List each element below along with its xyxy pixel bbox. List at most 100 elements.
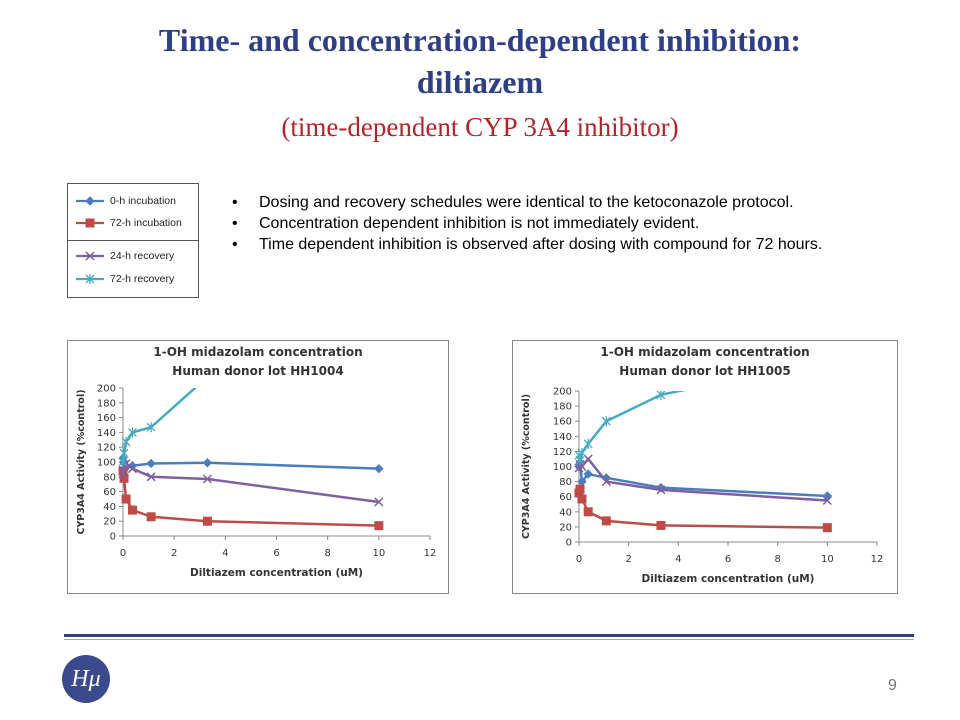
- y-tick-label: 140: [97, 428, 116, 439]
- x-tick-label: 8: [324, 548, 330, 559]
- data-point: [575, 455, 585, 466]
- data-point: [601, 477, 611, 487]
- y-tick-label: 0: [110, 532, 116, 543]
- marker-stroke: [375, 341, 383, 348]
- series-line-72-h-incubation: [121, 470, 379, 527]
- legend-marker-star: [85, 274, 95, 284]
- y-tick-label: 100: [553, 462, 572, 473]
- data-point: [577, 447, 587, 458]
- marker-stroke: [146, 472, 156, 482]
- bullet-text: Dosing and recovery schedules were ident…: [259, 194, 794, 211]
- x-tick-label: 2: [625, 554, 631, 565]
- chart-hh1004: 1-OH midazolam concentration Human donor …: [67, 340, 449, 594]
- y-tick-label: 160: [553, 417, 572, 428]
- marker-stroke: [202, 474, 212, 484]
- data-point: [656, 485, 666, 495]
- y-tick-label: 160: [97, 413, 116, 424]
- data-point: [577, 494, 587, 504]
- x-tick-label: 12: [871, 554, 884, 565]
- data-point: [146, 472, 156, 482]
- y-tick-label: 200: [97, 384, 116, 395]
- legend-label-0h-incubation: 0-h incubation: [110, 195, 176, 207]
- data-point: [575, 484, 585, 494]
- data-point: [601, 516, 611, 526]
- legend-label-72h-recovery: 72-h recovery: [110, 273, 175, 285]
- slide-subtitle: (time-dependent CYP 3A4 inhibitor): [281, 112, 679, 142]
- data-point: [146, 422, 156, 433]
- x-axis-label: Diltiazem concentration (uM): [642, 573, 815, 585]
- y-axis-label: CYP3A4 Activity (%control): [521, 394, 532, 539]
- x-tick-label: 10: [821, 554, 834, 565]
- marker-stroke: [823, 357, 831, 365]
- x-tick-label: 0: [120, 548, 126, 559]
- marker-stroke: [127, 464, 137, 474]
- data-point: [374, 463, 384, 474]
- data-point: [656, 391, 666, 400]
- data-point: [127, 505, 137, 515]
- data-point: [374, 497, 384, 507]
- series-line-0-h-incubation: [121, 457, 379, 470]
- slide-title-line2: diltiazem: [416, 64, 544, 100]
- plot-area: [574, 357, 833, 533]
- chart-hh1004-svg: 1-OH midazolam concentration Human donor …: [76, 341, 436, 579]
- data-point: [822, 523, 832, 533]
- marker-stroke: [823, 357, 831, 365]
- marker-stroke: [656, 485, 666, 495]
- data-point: [656, 520, 666, 530]
- data-point: [822, 495, 832, 506]
- data-point: [822, 491, 833, 501]
- chart-title: 1-OH midazolam concentration: [600, 345, 809, 359]
- x-tick-label: 4: [222, 548, 228, 559]
- y-tick-label: 120: [97, 443, 116, 454]
- y-tick-label: 120: [553, 447, 572, 458]
- y-tick-label: 60: [559, 492, 572, 503]
- data-point: [146, 458, 156, 469]
- data-point: [202, 516, 212, 526]
- y-tick-label: 20: [103, 517, 116, 528]
- data-point: [577, 461, 587, 472]
- bullet-dot: •: [232, 194, 238, 211]
- y-tick-label: 140: [553, 432, 572, 443]
- y-tick-label: 80: [559, 477, 572, 488]
- y-tick-label: 200: [553, 387, 572, 398]
- chart-subtitle: Human donor lot HH1005: [619, 364, 790, 378]
- data-point: [119, 448, 129, 459]
- marker-stroke: [577, 461, 587, 472]
- marker-stroke: [583, 454, 593, 464]
- bullet-item: • Time dependent inhibition is observed a…: [232, 234, 932, 255]
- legend-marker-square: [85, 218, 95, 228]
- footer-rule: [64, 634, 914, 637]
- legend-label-72h-incubation: 72-h incubation: [110, 217, 182, 229]
- chart-hh1005-svg: 1-OH midazolam concentration Human donor …: [521, 345, 884, 585]
- marker-stroke: [374, 497, 384, 507]
- y-tick-label: 40: [103, 502, 116, 513]
- data-point: [118, 469, 128, 479]
- bullet-text: Concentration dependent inhibition is no…: [259, 215, 700, 232]
- y-tick-label: 80: [103, 472, 116, 483]
- chart-title: 1-OH midazolam concentration: [153, 345, 362, 359]
- data-point: [583, 438, 593, 449]
- plot-area: [118, 341, 384, 531]
- data-point: [202, 474, 212, 484]
- data-point: [128, 427, 137, 438]
- marker-stroke: [375, 341, 383, 348]
- chart-subtitle: Human donor lot HH1004: [172, 364, 343, 378]
- data-point: [601, 416, 611, 427]
- legend-marker-x: [85, 251, 95, 261]
- bullet-item: • Dosing and recovery schedules were iden…: [232, 192, 932, 213]
- marker-stroke: [118, 469, 128, 479]
- x-tick-label: 0: [576, 554, 582, 565]
- data-point: [121, 437, 131, 448]
- y-tick-label: 40: [559, 507, 572, 518]
- bullet-dot: •: [232, 236, 238, 253]
- page-number: 9: [888, 677, 897, 694]
- x-tick-label: 4: [675, 554, 681, 565]
- bullet-text: Time dependent inhibition is observed af…: [259, 236, 823, 253]
- data-point: [121, 494, 131, 504]
- legend-label-24h-recovery: 24-h recovery: [110, 250, 175, 262]
- x-tick-label: 6: [725, 554, 731, 565]
- data-point: [127, 464, 137, 474]
- series-line-0-h-incubation: [577, 461, 828, 498]
- marker-stroke: [601, 477, 611, 487]
- marker-stroke: [85, 251, 95, 261]
